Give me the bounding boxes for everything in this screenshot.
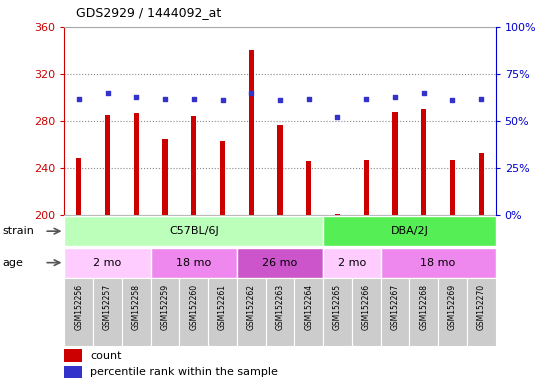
Text: GSM152266: GSM152266: [362, 284, 371, 330]
Text: DBA/2J: DBA/2J: [390, 226, 428, 236]
Bar: [295, 278, 323, 346]
Point: [103, 90, 112, 96]
Bar: [122, 278, 151, 346]
Text: 26 mo: 26 mo: [263, 258, 297, 268]
Bar: [93, 278, 122, 346]
Bar: [237, 248, 323, 278]
Bar: [162, 139, 167, 215]
Point: [161, 96, 170, 102]
Text: GSM152267: GSM152267: [390, 284, 399, 330]
Bar: [208, 278, 237, 346]
Text: GSM152269: GSM152269: [448, 284, 457, 330]
Bar: [64, 216, 323, 246]
Bar: [409, 278, 438, 346]
Bar: [352, 278, 381, 346]
Bar: [323, 216, 496, 246]
Text: GSM152259: GSM152259: [161, 284, 170, 330]
Text: GSM152261: GSM152261: [218, 284, 227, 330]
Text: strain: strain: [3, 226, 35, 236]
Text: GSM152263: GSM152263: [276, 284, 284, 330]
Bar: [237, 278, 265, 346]
Text: GSM152268: GSM152268: [419, 284, 428, 330]
Point: [132, 94, 141, 100]
Bar: [179, 278, 208, 346]
Bar: [467, 278, 496, 346]
Point: [304, 96, 313, 102]
Bar: [151, 248, 237, 278]
Point: [276, 97, 284, 103]
Point: [448, 97, 457, 103]
Text: GDS2929 / 1444092_at: GDS2929 / 1444092_at: [76, 6, 221, 19]
Bar: [134, 113, 139, 215]
Bar: [421, 109, 426, 215]
Bar: [393, 112, 398, 215]
Bar: [363, 160, 369, 215]
Bar: [265, 278, 295, 346]
Text: 2 mo: 2 mo: [94, 258, 122, 268]
Text: 18 mo: 18 mo: [176, 258, 211, 268]
Bar: [64, 366, 82, 379]
Point: [390, 94, 399, 100]
Text: percentile rank within the sample: percentile rank within the sample: [90, 367, 278, 377]
Text: GSM152256: GSM152256: [74, 284, 83, 330]
Point: [333, 114, 342, 121]
Bar: [450, 160, 455, 215]
Bar: [64, 248, 151, 278]
Point: [247, 90, 256, 96]
Point: [419, 90, 428, 96]
Text: count: count: [90, 351, 122, 361]
Bar: [220, 141, 225, 215]
Text: 18 mo: 18 mo: [421, 258, 456, 268]
Text: 2 mo: 2 mo: [338, 258, 366, 268]
Bar: [335, 214, 340, 215]
Bar: [105, 115, 110, 215]
Bar: [151, 278, 179, 346]
Text: GSM152262: GSM152262: [247, 284, 256, 330]
Text: age: age: [3, 258, 24, 268]
Text: GSM152270: GSM152270: [477, 284, 486, 330]
Point: [74, 96, 83, 102]
Text: C57BL/6J: C57BL/6J: [169, 226, 218, 236]
Bar: [76, 158, 81, 215]
Text: GSM152257: GSM152257: [103, 284, 112, 330]
Point: [477, 96, 486, 102]
Bar: [277, 125, 283, 215]
Text: GSM152258: GSM152258: [132, 284, 141, 330]
Point: [189, 96, 198, 102]
Bar: [306, 161, 311, 215]
Bar: [191, 116, 197, 215]
Bar: [381, 278, 409, 346]
Point: [218, 97, 227, 103]
Bar: [479, 153, 484, 215]
Bar: [323, 278, 352, 346]
Bar: [64, 278, 93, 346]
Text: GSM152264: GSM152264: [304, 284, 313, 330]
Bar: [381, 248, 496, 278]
Bar: [438, 278, 467, 346]
Text: GSM152260: GSM152260: [189, 284, 198, 330]
Text: GSM152265: GSM152265: [333, 284, 342, 330]
Bar: [249, 50, 254, 215]
Bar: [323, 248, 381, 278]
Bar: [64, 349, 82, 362]
Point: [362, 96, 371, 102]
